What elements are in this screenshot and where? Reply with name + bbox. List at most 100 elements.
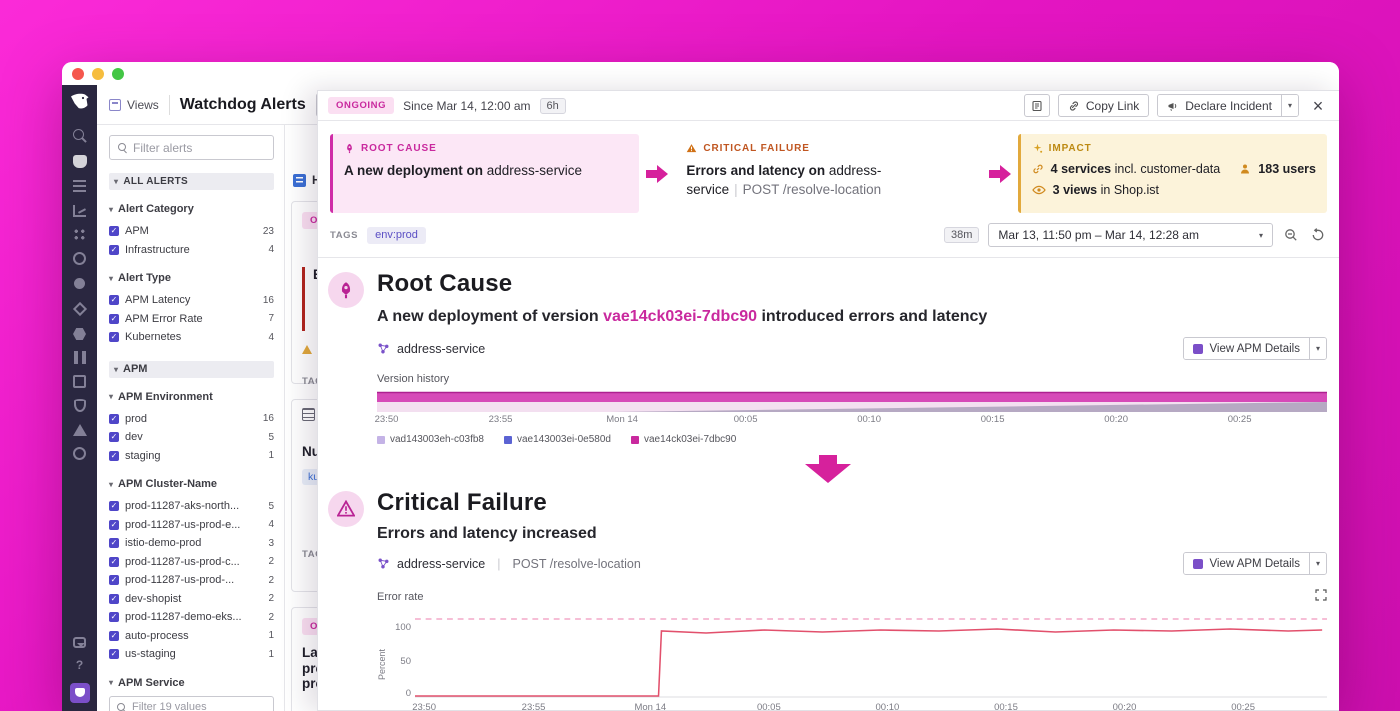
- facet-value[interactable]: ✓ prod-11287-aks-north... 5: [109, 500, 274, 513]
- declare-incident-caret[interactable]: ▾: [1280, 95, 1298, 116]
- watchdog-icon[interactable]: [72, 155, 87, 168]
- section-heading: Root Cause: [377, 270, 513, 297]
- close-icon[interactable]: ×: [1312, 95, 1324, 116]
- facet-value[interactable]: ✓ dev 5: [109, 431, 274, 444]
- checkbox-checked[interactable]: ✓: [109, 556, 119, 567]
- view-apm-split-button: View APM Details ▾: [1183, 552, 1327, 575]
- eye-icon: [1031, 185, 1046, 195]
- reset-time-icon[interactable]: [1309, 226, 1327, 244]
- tag-env-prod[interactable]: env:prod: [367, 226, 426, 244]
- checkbox-checked[interactable]: ✓: [109, 593, 119, 604]
- datadog-app-icon[interactable]: [69, 683, 90, 703]
- link-icon: [1069, 100, 1078, 111]
- search-icon[interactable]: [72, 128, 87, 143]
- chevron-down-icon: ▾: [109, 204, 114, 214]
- error-rate-chart[interactable]: Percent 100 50 0: [377, 614, 1327, 710]
- version-history-chart[interactable]: [377, 390, 1327, 412]
- checkbox-checked[interactable]: ✓: [109, 244, 119, 255]
- views-menu[interactable]: Views: [109, 98, 159, 112]
- facet-value[interactable]: ✓ prod-11287-demo-eks... 2: [109, 611, 274, 624]
- facet-value[interactable]: ✓ staging 1: [109, 449, 274, 462]
- facet-value[interactable]: ✓ us-staging 1: [109, 648, 274, 661]
- facet-group-apm-cluster-name[interactable]: ▾ APM Cluster-Name: [109, 478, 218, 490]
- facet-group-apm-environment[interactable]: ▾ APM Environment: [109, 390, 213, 403]
- arrow-down-icon: [804, 455, 851, 483]
- synthetics-icon[interactable]: [72, 424, 87, 436]
- views-icon: [109, 98, 121, 111]
- facet-value[interactable]: ✓ Infrastructure 4: [109, 243, 274, 256]
- declare-incident-button[interactable]: Declare Incident: [1158, 95, 1281, 116]
- checkbox-checked[interactable]: ✓: [109, 519, 119, 530]
- expand-icon[interactable]: [1315, 588, 1327, 606]
- facet-group-alert-type[interactable]: ▾ Alert Type: [109, 272, 171, 284]
- view-apm-details-button[interactable]: View APM Details: [1184, 553, 1309, 574]
- help-icon[interactable]: ?: [75, 658, 84, 672]
- notebooks-icon[interactable]: [73, 375, 86, 388]
- facet-value[interactable]: ✓ APM 23: [109, 225, 274, 238]
- metrics-icon[interactable]: [73, 205, 86, 217]
- checkbox-checked[interactable]: ✓: [109, 649, 119, 660]
- legend-item[interactable]: vae143003ei-0e580d: [503, 434, 611, 445]
- events-icon[interactable]: [74, 278, 85, 289]
- since-text: Since Mar 14, 12:00 am: [403, 98, 531, 113]
- facet-value[interactable]: ✓ prod-11287-us-prod-e... 4: [109, 518, 274, 531]
- view-apm-details-button[interactable]: View APM Details: [1184, 338, 1309, 359]
- monitors-icon[interactable]: [73, 252, 86, 265]
- facet-value[interactable]: ✓ APM Latency 16: [109, 294, 274, 307]
- warning-icon: [687, 144, 697, 153]
- dashboards-icon[interactable]: [73, 180, 86, 192]
- apm-icon[interactable]: [72, 301, 87, 317]
- checkbox-checked[interactable]: ✓: [109, 332, 119, 343]
- facet-value[interactable]: ✓ prod-11287-us-prod-... 2: [109, 574, 274, 587]
- close-window-button[interactable]: [72, 67, 84, 80]
- minimize-window-button[interactable]: [92, 67, 104, 80]
- facet-value[interactable]: ✓ APM Error Rate 7: [109, 312, 274, 325]
- impact-banner[interactable]: IMPACT 4 services incl. customer-data 18…: [1017, 134, 1327, 213]
- facet-value[interactable]: ✓ istio-demo-prod 3: [109, 537, 274, 550]
- endpoint-name: POST /resolve-location: [512, 556, 641, 571]
- chart-title: Version history: [377, 373, 450, 385]
- all-alerts-header[interactable]: ▾ ALL ALERTS: [109, 173, 274, 190]
- infrastructure-icon[interactable]: [73, 228, 86, 241]
- service-name[interactable]: address-service: [397, 341, 486, 356]
- security-icon[interactable]: [74, 399, 86, 412]
- root-cause-banner[interactable]: ROOT CAUSE A new deployment on address-s…: [330, 134, 640, 213]
- facet-value[interactable]: ✓ dev-shopist 2: [109, 592, 274, 605]
- view-apm-caret[interactable]: ▾: [1308, 338, 1326, 359]
- service-name[interactable]: address-service: [397, 556, 486, 571]
- broken-link-icon: [1033, 164, 1043, 174]
- checkbox-checked[interactable]: ✓: [109, 295, 119, 306]
- facet-group-alert-category[interactable]: ▾ Alert Category: [109, 203, 194, 215]
- chat-icon[interactable]: [73, 637, 86, 648]
- zoom-out-icon[interactable]: [1282, 226, 1300, 244]
- copy-link-button[interactable]: Copy Link: [1057, 94, 1150, 117]
- critical-failure-banner[interactable]: CRITICAL FAILURE Errors and latency on a…: [675, 134, 982, 213]
- checkbox-checked[interactable]: ✓: [109, 313, 119, 324]
- facet-section-apm[interactable]: ▾ APM: [109, 360, 274, 378]
- checkbox-checked[interactable]: ✓: [109, 630, 119, 641]
- facet-value[interactable]: ✓ auto-process 1: [109, 629, 274, 642]
- checkbox-checked[interactable]: ✓: [109, 538, 119, 549]
- notebook-button[interactable]: [1023, 94, 1050, 117]
- logs-icon[interactable]: [74, 351, 86, 364]
- checkbox-checked[interactable]: ✓: [109, 413, 119, 424]
- time-range-picker[interactable]: Mar 13, 11:50 pm – Mar 14, 12:28 am ▾: [988, 223, 1273, 247]
- facet-value[interactable]: ✓ Kubernetes 4: [109, 331, 274, 344]
- legend-item[interactable]: vae14ck03ei-7dbc90: [630, 434, 736, 445]
- apm-service-filter-input[interactable]: Filter 19 values: [109, 695, 274, 711]
- service-map-icon[interactable]: [73, 328, 86, 340]
- checkbox-checked[interactable]: ✓: [109, 612, 119, 623]
- facet-value[interactable]: ✓ prod 16: [109, 412, 274, 425]
- view-apm-caret[interactable]: ▾: [1308, 553, 1326, 574]
- filter-alerts-input[interactable]: Filter alerts: [109, 135, 274, 160]
- checkbox-checked[interactable]: ✓: [109, 450, 119, 461]
- checkbox-checked[interactable]: ✓: [109, 575, 119, 586]
- checkbox-checked[interactable]: ✓: [109, 501, 119, 512]
- legend-item[interactable]: vad143003eh-c03fb8: [377, 434, 484, 445]
- zoom-window-button[interactable]: [112, 67, 124, 80]
- facet-group-apm-service[interactable]: ▾ APM Service: [109, 676, 185, 689]
- settings-icon[interactable]: [73, 447, 86, 460]
- checkbox-checked[interactable]: ✓: [109, 226, 119, 237]
- facet-value[interactable]: ✓ prod-11287-us-prod-c... 2: [109, 555, 274, 568]
- checkbox-checked[interactable]: ✓: [109, 432, 119, 443]
